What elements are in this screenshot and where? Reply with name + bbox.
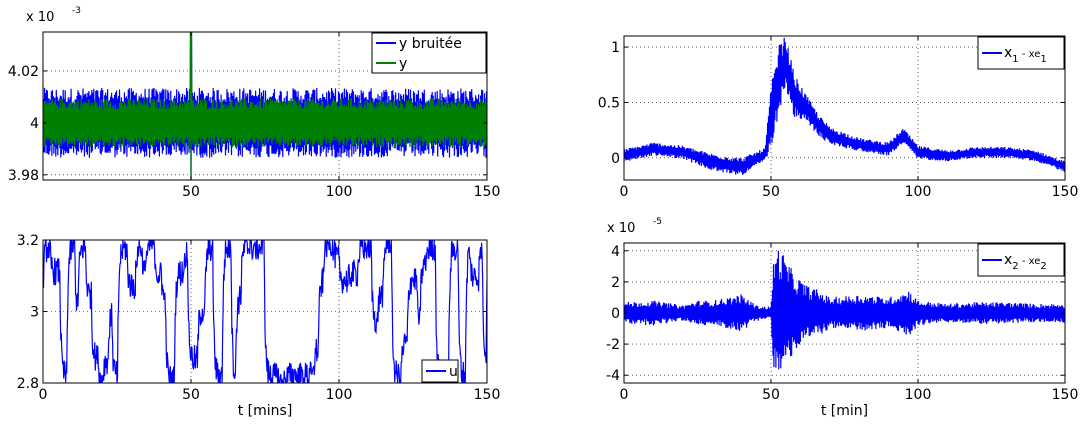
x-tick-label: 0 <box>39 387 48 403</box>
chart-panel-top-left: 50 100 150 3.98 4 4.02 x 10 -3 y bruitée y <box>8 6 501 200</box>
legend: x2 - xe2 <box>977 243 1065 277</box>
legend: y bruitée y <box>371 32 487 74</box>
x-axis-label: t [mins] <box>238 403 293 419</box>
exponent-power: -5 <box>653 217 662 227</box>
x-tick-label: 50 <box>182 387 200 403</box>
x-axis-label: t [min] <box>821 403 868 419</box>
y-tick-label: 2 <box>611 275 620 291</box>
series-line-0 <box>624 37 1065 175</box>
x-tick-label: 50 <box>762 184 780 200</box>
axes-box <box>623 35 1066 181</box>
y-tick-label: 2.8 <box>17 376 39 392</box>
legend-label: x1 - xe1 <box>1004 45 1047 65</box>
axis-exponent-label: x 10 -5 <box>607 217 662 236</box>
y-tick-label: 0 <box>611 306 620 322</box>
x-tick-label: 150 <box>1052 184 1079 200</box>
exponent-base: x 10 <box>607 221 635 236</box>
x-tick-label: 150 <box>1052 387 1079 403</box>
x-tick-label: 0 <box>620 387 629 403</box>
x-tick-label: 0 <box>620 184 629 200</box>
legend-box <box>371 32 487 74</box>
y-tick-label: 1 <box>611 40 620 56</box>
x-tick-label: 150 <box>474 184 501 200</box>
series-line-0 <box>624 250 1065 370</box>
x-tick-label: 100 <box>905 387 932 403</box>
series-line-1 <box>43 32 487 180</box>
x-tick-label: 100 <box>326 387 353 403</box>
axis-exponent-label: x 10 -3 <box>26 6 81 25</box>
y-tick-label: 0.5 <box>598 95 620 111</box>
y-tick-label: 3.2 <box>17 233 39 249</box>
exponent-base: x 10 <box>26 10 54 25</box>
legend-label: u <box>449 364 458 380</box>
y-tick-label: -2 <box>606 337 620 353</box>
legend-label: y <box>399 56 407 72</box>
legend-label: y bruitée <box>399 36 462 52</box>
x-tick-label: 100 <box>905 184 932 200</box>
y-tick-label: 3 <box>30 305 39 321</box>
x-tick-label: 100 <box>326 184 353 200</box>
y-tick-label: -4 <box>606 368 620 384</box>
data-layer <box>43 32 487 180</box>
y-tick-label: 0 <box>611 151 620 167</box>
data-layer <box>624 250 1065 370</box>
y-tick-label: 4 <box>30 116 39 132</box>
y-tick-label: 4 <box>611 244 620 260</box>
exponent-power: -3 <box>72 6 81 16</box>
axes-box <box>42 31 488 181</box>
x-tick-label: 50 <box>762 387 780 403</box>
legend: u <box>421 359 459 383</box>
x-tick-label: 50 <box>182 184 200 200</box>
chart-panel-bottom-right: 0 50 100 150 -4 -2 0 2 4 x 10 -5 t [min] x2 - xe2 <box>606 217 1078 419</box>
legend: x1 - xe1 <box>977 36 1065 70</box>
data-layer <box>624 37 1065 175</box>
legend-label: x2 - xe2 <box>1004 252 1047 272</box>
x-tick-label: 150 <box>474 387 501 403</box>
chart-panel-top-right: 0 50 100 150 0 0.5 1 x1 - xe1 <box>598 35 1079 200</box>
y-tick-label: 3.98 <box>8 168 39 184</box>
y-tick-label: 4.02 <box>8 64 39 80</box>
chart-panel-bottom-left: 0 50 100 150 2.8 3 3.2 t [mins] u <box>17 233 501 419</box>
